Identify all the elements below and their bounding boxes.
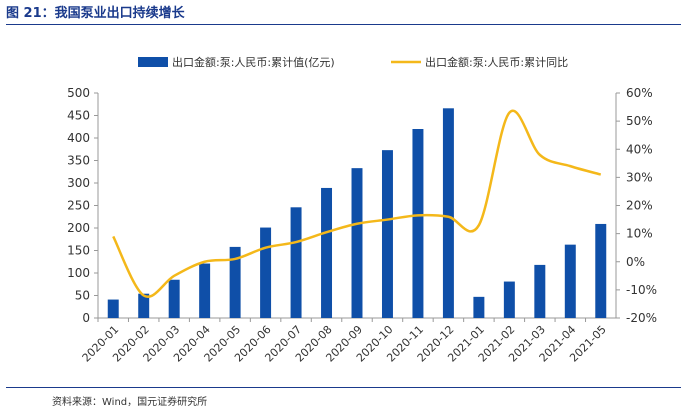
bar <box>534 264 546 318</box>
bar <box>595 223 607 318</box>
bar <box>412 129 424 318</box>
y-left-tick-label: 50 <box>75 289 90 303</box>
y-right-tick-label: -10% <box>626 283 657 297</box>
bar <box>199 263 211 318</box>
source-note: 资料来源：Wind，国元证券研究所 <box>52 397 208 408</box>
bar <box>260 227 272 318</box>
y-left-tick-label: 250 <box>67 199 90 213</box>
y-left-tick-label: 350 <box>67 154 90 168</box>
bar <box>473 296 485 318</box>
y-right-tick-label: 60% <box>626 86 653 100</box>
y-left-tick-label: 0 <box>82 311 90 325</box>
footer-rule <box>6 387 681 388</box>
y-right-tick-label: 50% <box>626 114 653 128</box>
bar <box>168 279 180 318</box>
legend-bar-label: 出口金额:泵:人民币:累计值(亿元) <box>172 55 335 69</box>
y-left-tick-label: 450 <box>67 109 90 123</box>
y-left-tick-label: 400 <box>67 131 90 145</box>
bar <box>351 168 363 318</box>
y-left-tick-label: 300 <box>67 176 90 190</box>
y-left-tick-label: 150 <box>67 244 90 258</box>
y-right-tick-label: 0% <box>626 255 645 269</box>
bar <box>290 207 302 318</box>
legend: 出口金额:泵:人民币:累计值(亿元) 出口金额:泵:人民币:累计同比 <box>138 55 568 69</box>
y-right-tick-label: 10% <box>626 227 653 241</box>
y-right-tick-label: 40% <box>626 142 653 156</box>
bar <box>564 244 576 318</box>
bar <box>503 281 515 318</box>
bar <box>229 246 241 318</box>
y-left-tick-label: 200 <box>67 221 90 235</box>
plot-area: 0 50 100 150 200 250 300 350 400 450 500 -20% -10% 0%… <box>67 86 657 365</box>
bar <box>381 150 393 318</box>
legend-line-label: 出口金额:泵:人民币:累计同比 <box>425 55 568 69</box>
legend-bar-swatch <box>138 57 168 67</box>
y-right-tick-label: 20% <box>626 199 653 213</box>
y-left-tick-label: 500 <box>67 86 90 100</box>
yoy-series-line <box>112 109 602 298</box>
bar <box>107 299 119 318</box>
y-left-tick-label: 100 <box>67 266 90 280</box>
bar <box>442 108 454 318</box>
figure-title: 图 21：我国泵业出口持续增长 <box>6 6 185 21</box>
y-right-tick-label: -20% <box>626 311 657 325</box>
bar <box>321 187 333 318</box>
y-right-tick-label: 30% <box>626 170 653 184</box>
chart: 出口金额:泵:人民币:累计值(亿元) 出口金额:泵:人民币:累计同比 0 50 10… <box>67 55 657 365</box>
bar <box>138 293 150 318</box>
title-rule <box>6 24 681 25</box>
